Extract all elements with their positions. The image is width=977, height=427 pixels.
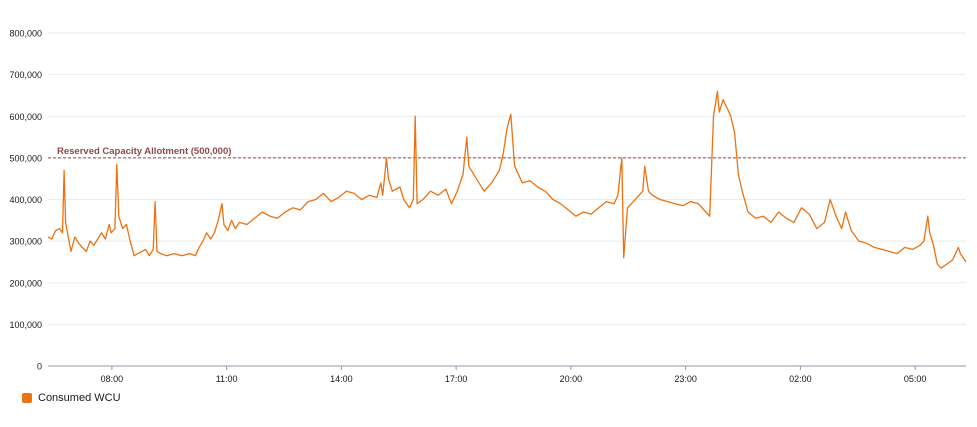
- x-tick-label: 23:00: [674, 374, 697, 384]
- x-axis: 08:00 11:00 14:00 17:00 20:00 23:00 02:00 05:00: [101, 366, 927, 384]
- y-tick-label: 700,000: [9, 70, 42, 80]
- y-tick-label: 200,000: [9, 278, 42, 288]
- y-tick-label: 100,000: [9, 320, 42, 330]
- y-tick-label: 300,000: [9, 237, 42, 247]
- y-axis: 0 100,000 200,000 300,000 400,000 500,000 600,…: [9, 29, 42, 372]
- x-tick-label: 17:00: [445, 374, 468, 384]
- y-tick-label: 800,000: [9, 29, 42, 39]
- grid-layer: [48, 32, 966, 367]
- legend-label-consumed-wcu: Consumed WCU: [38, 392, 121, 404]
- legend[interactable]: Consumed WCU: [22, 392, 121, 404]
- series-line-consumed-wcu[interactable]: [47, 90, 967, 269]
- x-tick-label: 08:00: [101, 374, 124, 384]
- x-tick-label: 02:00: [789, 374, 812, 384]
- x-tick-label: 11:00: [216, 374, 238, 384]
- x-tick-label: 05:00: [904, 374, 927, 384]
- y-tick-label: 0: [37, 362, 42, 372]
- y-tick-label: 600,000: [9, 112, 42, 122]
- x-tick-label: 14:00: [330, 374, 353, 384]
- reference-line-group: Reserved Capacity Allotment (500,000): [48, 146, 966, 159]
- legend-swatch-consumed-wcu: [22, 393, 32, 403]
- y-tick-label: 500,000: [9, 153, 42, 163]
- reference-line-label: Reserved Capacity Allotment (500,000): [57, 146, 231, 157]
- y-tick-label: 400,000: [9, 195, 42, 205]
- series-layer: [47, 90, 967, 269]
- x-tick-label: 20:00: [560, 374, 583, 384]
